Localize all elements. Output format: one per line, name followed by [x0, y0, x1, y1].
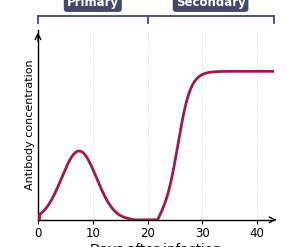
- X-axis label: Days after infection: Days after infection: [90, 243, 222, 247]
- Text: Primary: Primary: [67, 0, 119, 9]
- Text: Secondary: Secondary: [176, 0, 245, 9]
- Y-axis label: Antibody concentration: Antibody concentration: [25, 60, 35, 190]
